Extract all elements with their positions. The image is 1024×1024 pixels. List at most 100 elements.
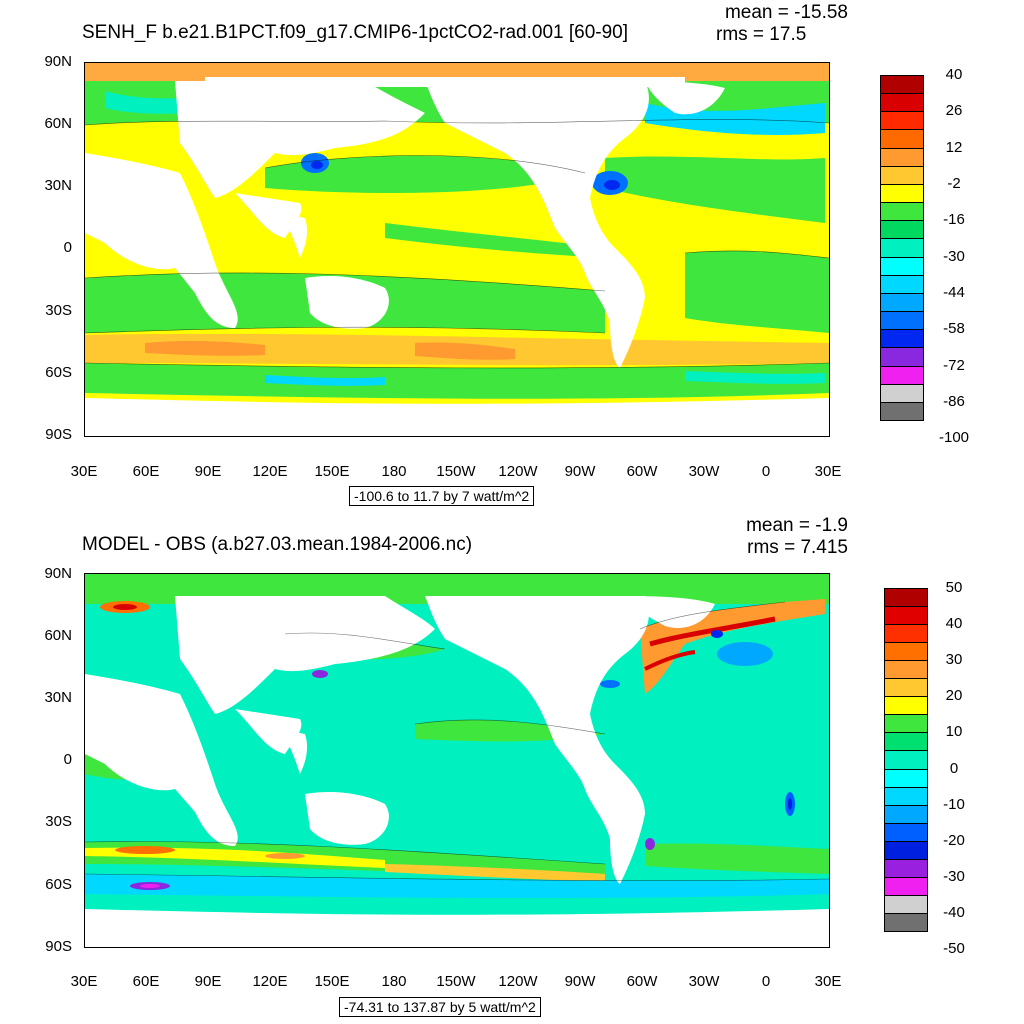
- p2-lon-90e: 90E: [194, 973, 222, 990]
- panel1-colorbar-label: -100: [938, 429, 970, 447]
- panel2-colorbar-swatch: [884, 876, 928, 896]
- panel1-colorbar-swatch: [880, 202, 924, 222]
- panel1-colorbar-swatch: [880, 256, 924, 276]
- p2-lat-60n: 60N: [44, 627, 72, 644]
- panel2-colorbar-swatch: [884, 858, 928, 878]
- panel1-colorbar-label: -72: [943, 356, 965, 374]
- p2-lat-0: 0: [63, 751, 72, 768]
- panel2-colorbar-label: 30: [945, 651, 963, 669]
- p1-lon-0: 0: [761, 463, 771, 480]
- panel1-colorbar-label: 26: [945, 102, 963, 120]
- panel1-rms: rms = 17.5: [716, 24, 807, 45]
- panel1-colorbar-swatch: [880, 220, 924, 240]
- panel2-colorbar-swatch: [884, 750, 928, 770]
- p2-lat-90n: 90N: [44, 565, 72, 582]
- p2-lat-30s: 30S: [45, 813, 72, 830]
- p2-lon-0: 0: [761, 973, 771, 990]
- panel2-colorbar-swatch: [884, 804, 928, 824]
- p1-lon-150e: 150E: [314, 463, 350, 480]
- panel1-colorbar-swatch: [880, 383, 924, 403]
- p2-lon-120w: 120W: [498, 973, 538, 990]
- panel2-colorbar-swatch: [884, 642, 928, 662]
- p1-lon-90w: 90W: [564, 463, 596, 480]
- p2-lon-180: 180: [381, 973, 407, 990]
- p1-lat-60s: 60S: [45, 364, 72, 381]
- panel1-title: SENH_F b.e21.B1PCT.f09_g17.CMIP6-1pctCO2…: [82, 22, 629, 43]
- panel1-colorbar-label: 40: [945, 66, 963, 83]
- panel1-colorbar-label: -16: [943, 211, 965, 229]
- panel2-colorbar-label: 40: [945, 615, 963, 633]
- p2-lat-30n: 30N: [44, 689, 72, 706]
- panel1-mean: mean = -15.58: [724, 2, 848, 23]
- panel2-colorbar-label: -20: [943, 831, 965, 849]
- p1-lat-60n: 60N: [44, 115, 72, 132]
- panel1-colorbar-swatch: [880, 274, 924, 294]
- panel2-colorbar-swatch: [884, 840, 928, 860]
- panel2-colorbar-label: 50: [945, 579, 963, 596]
- p2-lon-30e-end: 30E: [814, 973, 842, 990]
- p2-lon-150w: 150W: [436, 973, 476, 990]
- panel1-colorbar-swatch: [880, 111, 924, 131]
- panel2-colorbar-swatch: [884, 912, 928, 932]
- p1-lat-90n: 90N: [44, 53, 72, 70]
- p2-lat-60s: 60S: [45, 876, 72, 893]
- p1-lon-30w: 30W: [688, 463, 720, 480]
- panel2-colorbar-label: 20: [945, 687, 963, 705]
- panel2-colorbar-label: -10: [943, 795, 965, 813]
- p2-lat-90s: 90S: [45, 938, 72, 955]
- panel2-colorbar-swatch: [884, 678, 928, 698]
- p1-lon-180: 180: [381, 463, 407, 480]
- panel1-colorbar-swatch: [880, 183, 924, 204]
- panel2-colorbar-swatch: [884, 786, 928, 806]
- panel2-colorbar: 50 40 30 20 10 0 -10 -20 -30 -40 -50: [884, 579, 1004, 957]
- p2-lon-60e: 60E: [132, 973, 160, 990]
- panel1-colorbar-swatch: [880, 365, 924, 385]
- panel1-colorbar: 40 26 12 -2 -16 -30 -44 -58 -72 -86 -100: [880, 66, 1000, 446]
- panel1-map: [84, 62, 830, 437]
- panel1-colorbar-swatch: [880, 129, 924, 149]
- panel2-colorbar-swatch: [884, 768, 928, 788]
- panel1-colorbar-label: -44: [943, 283, 965, 301]
- p2-lon-30e: 30E: [70, 973, 98, 990]
- panel2-colorbar-swatch: [884, 660, 928, 680]
- panel2-colorbar-label: 10: [945, 723, 963, 741]
- p1-lon-60e: 60E: [132, 463, 160, 480]
- panel1-colorbar-label: -58: [943, 320, 965, 338]
- panel1-colorbar-swatch: [880, 292, 924, 313]
- panel1-colorbar-label: -2: [947, 174, 961, 192]
- p1-lon-120e: 120E: [252, 463, 288, 480]
- panel2-colorbar-swatch: [884, 606, 928, 626]
- p1-lat-0: 0: [63, 239, 72, 256]
- panel1-colorbar-swatch: [880, 93, 924, 113]
- panel2-range-box: -74.31 to 137.87 by 5 watt/m^2: [339, 997, 541, 1017]
- p1-lon-60w: 60W: [626, 463, 658, 480]
- panel2-colorbar-swatch: [884, 588, 928, 608]
- panel2-colorbar-label: -50: [943, 940, 965, 958]
- p1-lon-90e: 90E: [194, 463, 222, 480]
- panel1-colorbar-swatch: [880, 75, 924, 95]
- panel2-map: [84, 573, 830, 948]
- panel2-colorbar-label: -40: [943, 903, 965, 921]
- panel2-colorbar-swatch: [884, 894, 928, 914]
- panel2-colorbar-label: 0: [949, 759, 959, 777]
- panel2-colorbar-label: -30: [943, 867, 965, 885]
- panel2-colorbar-swatch: [884, 822, 928, 842]
- panel1-colorbar-swatch: [880, 401, 924, 421]
- p1-lat-30n: 30N: [44, 177, 72, 194]
- panel1-colorbar-label: -86: [943, 392, 965, 410]
- panel2-title: MODEL - OBS (a.b27.03.mean.1984-2006.nc): [82, 534, 473, 555]
- p1-lon-150w: 150W: [436, 463, 476, 480]
- p1-lon-30e-end: 30E: [814, 463, 842, 480]
- panel1-colorbar-swatch: [880, 311, 924, 331]
- p1-lat-90s: 90S: [45, 426, 72, 443]
- panel2-colorbar-swatch: [884, 624, 928, 644]
- panel1-colorbar-swatch: [880, 347, 924, 367]
- p1-lon-120w: 120W: [498, 463, 538, 480]
- panel2-rms: rms = 7.415: [747, 537, 848, 558]
- p2-lon-120e: 120E: [252, 973, 288, 990]
- panel2-colorbar-swatch: [884, 714, 928, 734]
- panel1-colorbar-label: 12: [945, 138, 963, 156]
- panel1-colorbar-swatch: [880, 147, 924, 167]
- panel1-colorbar-swatch: [880, 329, 924, 349]
- panel2-colorbar-swatch: [884, 696, 928, 716]
